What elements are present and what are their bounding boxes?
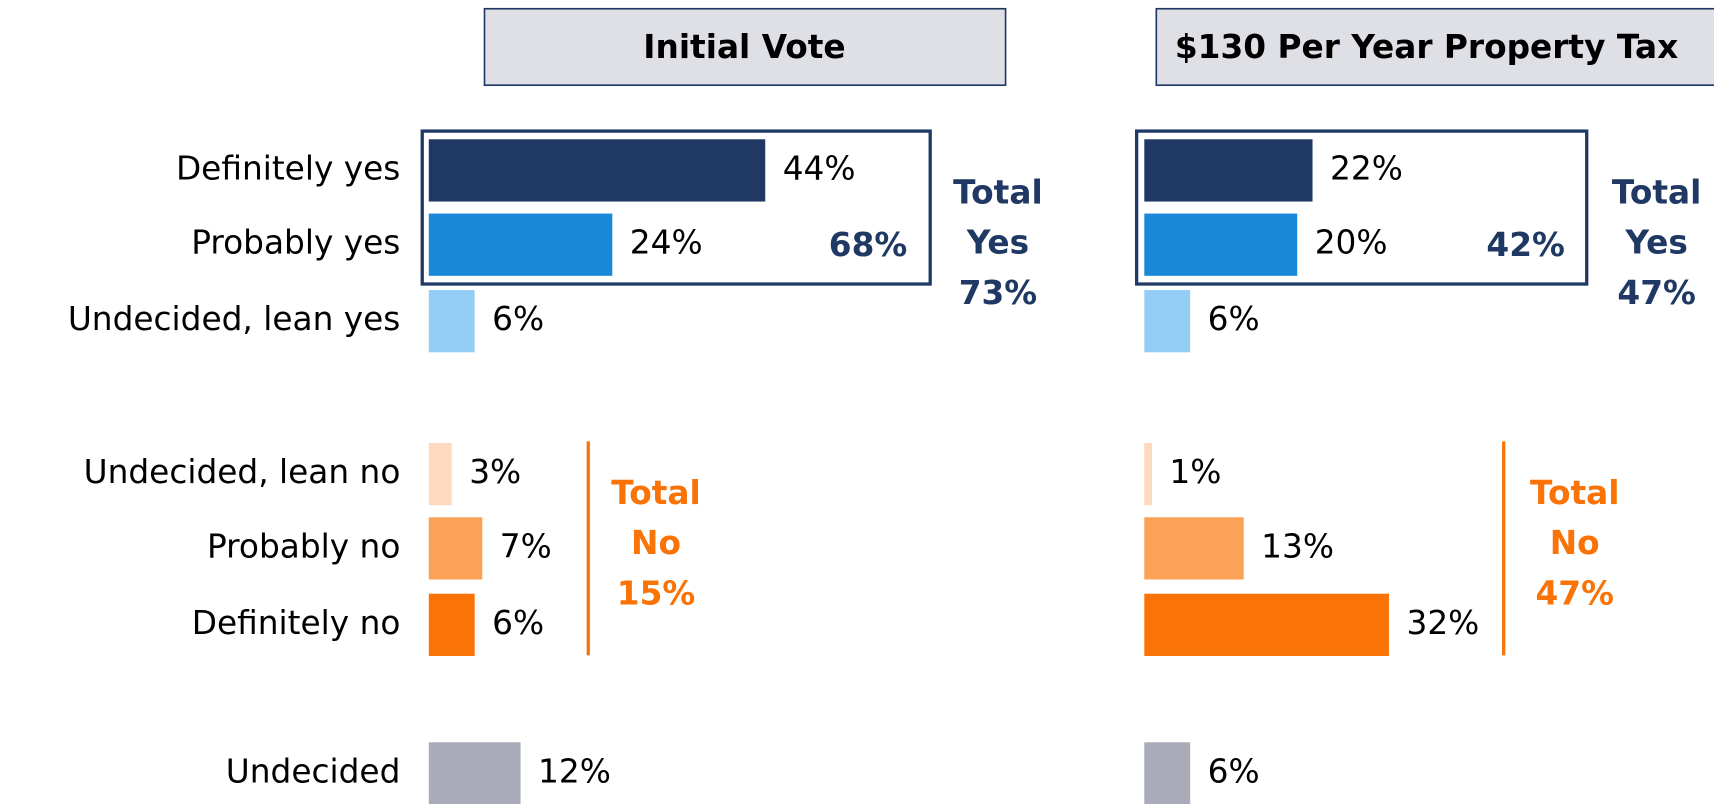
yes-box (420, 129, 932, 286)
bar (428, 139, 766, 202)
bar (1144, 517, 1244, 580)
bar (1144, 213, 1298, 276)
value-label: 12% (538, 752, 611, 790)
total-no: Total (611, 474, 701, 512)
bar (428, 593, 475, 656)
total-yes: Total (1612, 173, 1702, 211)
value-label: 6% (492, 604, 544, 642)
value-label: 24% (630, 224, 703, 262)
value-label: 13% (1261, 527, 1334, 565)
total-no: Total (1530, 474, 1620, 512)
yes-box-label: 68% (829, 226, 907, 264)
chart-title: Initial Vote (643, 28, 845, 66)
bar (428, 290, 475, 353)
value-label: 32% (1406, 604, 1479, 642)
value-label: 6% (1208, 752, 1260, 790)
title-box (1155, 7, 1714, 87)
value-label: 1% (1169, 453, 1221, 491)
yes-box (1135, 129, 1589, 286)
value-label: 3% (469, 453, 521, 491)
bar (1144, 742, 1191, 804)
bar (1144, 139, 1313, 202)
total-no: 15% (617, 574, 695, 612)
category-label: Undecided, lean no (84, 453, 401, 491)
category-label: Probably yes (191, 224, 400, 262)
title-box (483, 7, 1007, 87)
bar (1144, 290, 1191, 353)
yes-box-label: 42% (1486, 226, 1564, 264)
total-yes: 47% (1617, 274, 1695, 312)
bar (428, 517, 483, 580)
bar (428, 213, 613, 276)
value-label: 44% (783, 149, 856, 187)
value-label: 22% (1330, 149, 1403, 187)
value-label: 6% (492, 300, 544, 338)
total-yes: Yes (966, 224, 1029, 262)
bar (1144, 442, 1152, 506)
category-label: Definitely yes (176, 149, 400, 187)
total-yes: 73% (959, 274, 1037, 312)
value-label: 20% (1315, 224, 1388, 262)
category-label: Definitely no (192, 604, 401, 642)
value-label: 6% (1208, 300, 1260, 338)
category-label: Probably no (207, 527, 400, 565)
total-no: 47% (1535, 574, 1613, 612)
category-label: Undecided, lean yes (68, 300, 401, 338)
bar (428, 442, 452, 506)
value-label: 7% (500, 527, 552, 565)
total-yes: Yes (1624, 224, 1687, 262)
chart-title: $130 Per Year Property Tax (1175, 28, 1678, 66)
category-label: Undecided (226, 752, 401, 790)
bar (428, 742, 521, 804)
total-yes: Total (953, 173, 1043, 211)
total-no: No (1550, 524, 1600, 562)
bar (1144, 593, 1389, 656)
total-no: No (631, 524, 681, 562)
